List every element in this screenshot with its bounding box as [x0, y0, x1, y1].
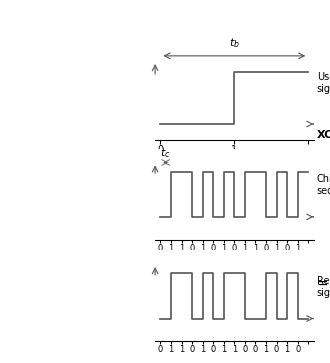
Text: $t_b$: $t_b$: [229, 36, 240, 50]
Text: =: =: [317, 278, 328, 292]
Text: XO: XO: [317, 130, 330, 140]
Text: User
signal: User signal: [317, 72, 330, 94]
Text: Resu.
signa: Resu. signa: [317, 276, 330, 298]
Text: Chip
sequ.: Chip sequ.: [317, 174, 330, 196]
Text: $t_c$: $t_c$: [160, 146, 171, 160]
